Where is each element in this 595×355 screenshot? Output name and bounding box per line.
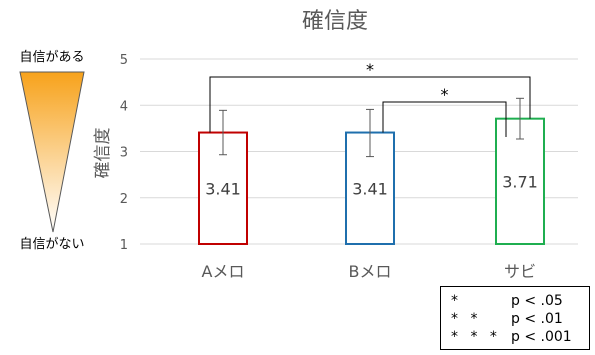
significance-bracket [209,76,531,133]
y-tick-label: 3 [120,146,128,161]
bar-value-label: 3.41 [205,179,241,198]
significance-star: * [441,85,449,104]
legend-row: * p < .05 [451,292,589,310]
scale-bottom-label: 自信がない [19,237,84,252]
y-tick-label: 2 [120,192,128,207]
legend-p-value: p < .05 [511,293,563,309]
bar-value-label: 3.71 [502,172,538,191]
y-axis-label: 確信度 [93,128,113,179]
x-category-label: Bメロ [349,262,392,281]
bar-value-label: 3.41 [352,179,388,198]
y-tick-label: 1 [120,238,128,253]
legend-stars: * * [451,311,482,327]
y-tick-label: 5 [120,53,128,68]
legend-row: * * p < .01 [451,310,589,328]
legend-p-value: p < .001 [511,329,572,345]
legend-p-value: p < .01 [511,311,563,327]
legend-stars: * * * [451,329,501,345]
significance-legend: * p < .05 * * p < .01 * * * p < .001 [440,286,590,350]
scale-top-label: 自信がある [19,50,84,65]
significance-bracket [382,101,507,138]
x-category-label: サビ [504,262,536,281]
y-tick-label: 4 [120,99,128,114]
legend-row: * * * p < .001 [451,328,589,346]
x-category-label: Aメロ [202,262,245,281]
confidence-scale-triangle [19,71,85,233]
chart-title: 確信度 [302,9,368,34]
bar [495,117,545,245]
significance-star: * [366,60,374,79]
legend-stars: * [451,293,462,309]
